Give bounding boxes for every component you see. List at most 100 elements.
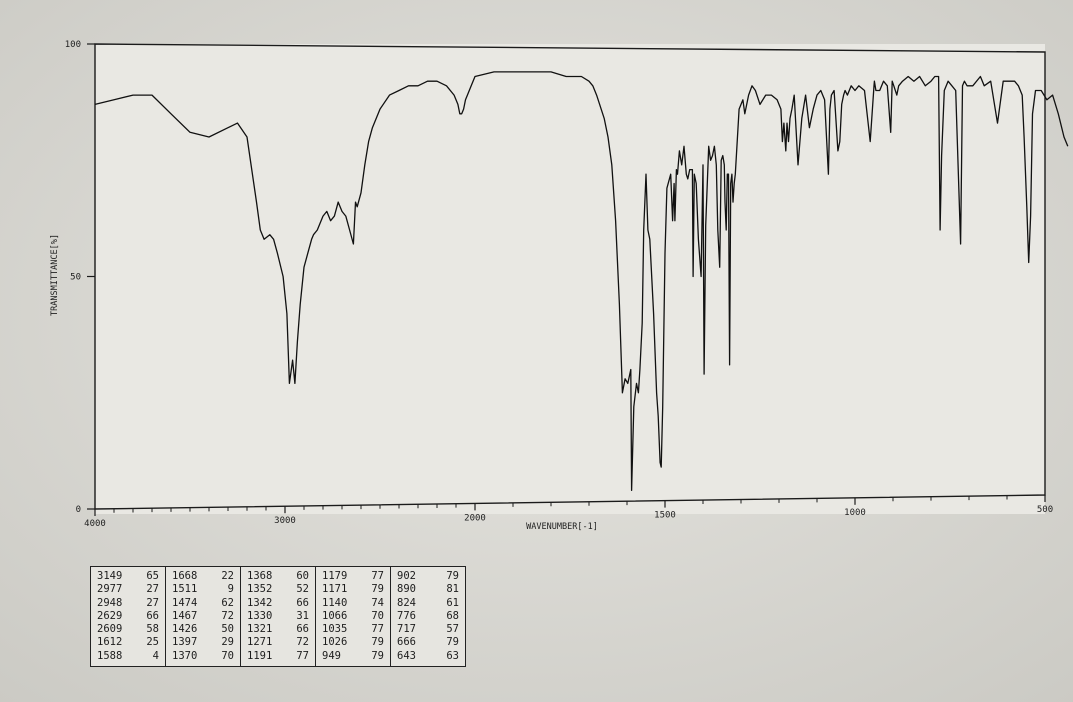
- tick-labels: 0 50 100 4000 3000 2000 1500 1000 500: [65, 40, 1053, 529]
- peak-table-row: 1352 52: [247, 583, 309, 596]
- peak-transmittance: 81: [446, 583, 459, 596]
- x-axis-label: WAVENUMBER[-1]: [526, 522, 598, 532]
- peak-transmittance: 72: [221, 609, 234, 622]
- peak-table-row: 1668 22: [172, 570, 234, 583]
- peak-wavenumber: 1352: [247, 583, 273, 596]
- peak-table-row: 890 81: [397, 583, 459, 596]
- peak-table-column: 902 79 890 81 824 61 776 68 717 57 666 79 643 63: [391, 567, 465, 666]
- peak-table-row: 1035 77: [322, 623, 384, 636]
- peak-wavenumber: 1140: [322, 596, 348, 609]
- peak-transmittance: 62: [221, 596, 234, 609]
- peak-transmittance: 58: [146, 623, 159, 636]
- peak-transmittance: 77: [296, 649, 309, 662]
- peak-wavenumber: 2977: [97, 583, 123, 596]
- peak-transmittance: 63: [446, 649, 459, 662]
- peak-transmittance: 70: [371, 609, 384, 622]
- peak-wavenumber: 643: [397, 649, 416, 662]
- peak-table-row: 1330 31: [247, 610, 309, 623]
- peak-wavenumber: 824: [397, 596, 416, 609]
- y-tick-label: 0: [76, 505, 81, 515]
- peak-wavenumber: 3149: [97, 570, 123, 582]
- peak-transmittance: 66: [146, 609, 159, 622]
- peak-table-column: 1179 77 1171 79 1140 74 1066 70 1035 77 1026 79 949 7…: [316, 567, 391, 667]
- x-tick-label: 3000: [274, 516, 296, 526]
- peak-transmittance: 77: [371, 623, 384, 636]
- peak-wavenumber: 1179: [322, 570, 348, 582]
- y-axis-label: TRANSMITTANCE[%]: [50, 234, 60, 316]
- peak-table-row: 1271 72: [247, 636, 309, 649]
- x-tick-label: 500: [1037, 505, 1053, 515]
- peak-transmittance: 66: [296, 596, 309, 609]
- peak-wavenumber: 2629: [97, 609, 123, 622]
- peak-wavenumber: 1368: [247, 570, 273, 582]
- peak-wavenumber: 1026: [322, 636, 348, 649]
- peak-table-row: 824 61: [397, 597, 459, 610]
- peak-transmittance: 79: [371, 583, 384, 596]
- x-tick-label: 4000: [84, 519, 106, 529]
- peak-table: 3149 65 2977 27 2948 27 2629 66 2609 58 1612 25 1588…: [90, 566, 466, 668]
- peak-wavenumber: 949: [322, 649, 341, 662]
- peak-transmittance: 79: [446, 636, 459, 649]
- peak-table-column: 3149 65 2977 27 2948 27 2629 66 2609 58 1612 25 1588…: [91, 567, 166, 667]
- peak-table-row: 1066 70: [322, 610, 384, 623]
- peak-table-row: 1368 60: [247, 570, 309, 583]
- peak-wavenumber: 1612: [97, 636, 123, 649]
- peak-wavenumber: 666: [397, 636, 416, 649]
- spectrum-line: [94, 71, 1069, 492]
- peak-table-row: 1511 9: [172, 583, 234, 596]
- y-tick-label: 100: [65, 40, 81, 50]
- peak-transmittance: 27: [146, 596, 159, 609]
- x-tick-label: 1000: [844, 508, 866, 518]
- peak-table-row: 1321 66: [247, 623, 309, 636]
- peak-wavenumber: 1035: [322, 623, 348, 636]
- peak-wavenumber: 1426: [172, 623, 198, 636]
- peak-table-row: 776 68: [397, 610, 459, 623]
- peak-wavenumber: 717: [397, 623, 416, 636]
- peak-transmittance: 57: [446, 623, 459, 636]
- peak-table-row: 1426 50: [172, 623, 234, 636]
- peak-table-row: 2948 27: [97, 597, 159, 610]
- peak-table-row: 1474 62: [172, 597, 234, 610]
- peak-wavenumber: 1588: [97, 649, 123, 662]
- peak-table-column: 1668 22 1511 9 1474 62 1467 72 1426 50 1397 29 1370 7…: [166, 567, 241, 667]
- peak-transmittance: 52: [296, 583, 309, 596]
- spectrum-series: [94, 71, 1069, 492]
- axes: [87, 43, 1046, 516]
- peak-table-row: 643 63: [397, 650, 459, 663]
- peak-transmittance: 22: [221, 570, 234, 582]
- peak-transmittance: 79: [371, 636, 384, 649]
- plot-area: [95, 44, 1045, 514]
- peak-table-column: 1368 60 1352 52 1342 66 1330 31 1321 66 1271 72 1191…: [241, 567, 316, 667]
- peak-table-row: 1342 66: [247, 597, 309, 610]
- peak-table-row: 717 57: [397, 623, 459, 636]
- peak-table-row: 2977 27: [97, 583, 159, 596]
- peak-transmittance: 31: [296, 609, 309, 622]
- peak-transmittance: 50: [221, 623, 234, 636]
- peak-wavenumber: 2948: [97, 596, 123, 609]
- peak-transmittance: 27: [146, 583, 159, 596]
- peak-wavenumber: 1370: [172, 649, 198, 662]
- peak-table-row: 1370 70: [172, 650, 234, 663]
- peak-wavenumber: 1191: [247, 649, 273, 662]
- peak-wavenumber: 1474: [172, 596, 198, 609]
- peak-table-row: 1171 79: [322, 583, 384, 596]
- peak-transmittance: 70: [221, 649, 234, 662]
- peak-table-row: 1191 77: [247, 650, 309, 663]
- peak-transmittance: 61: [446, 596, 459, 609]
- peak-transmittance: 25: [146, 636, 159, 649]
- peak-wavenumber: 1342: [247, 596, 273, 609]
- peak-table-row: 949 79: [322, 650, 384, 663]
- peak-wavenumber: 1330: [247, 609, 273, 622]
- peak-table-row: 666 79: [397, 636, 459, 649]
- peak-table-row: 1026 79: [322, 636, 384, 649]
- peak-transmittance: 68: [446, 609, 459, 622]
- peak-transmittance: 72: [296, 636, 309, 649]
- peak-table-row: 3149 65: [97, 570, 159, 583]
- x-tick-label: 2000: [464, 513, 486, 523]
- peak-wavenumber: 1397: [172, 636, 198, 649]
- peak-table-row: 1588 4: [97, 650, 159, 663]
- peak-transmittance: 60: [296, 570, 309, 582]
- peak-wavenumber: 890: [397, 583, 416, 596]
- peak-wavenumber: 1467: [172, 609, 198, 622]
- peak-wavenumber: 1511: [172, 583, 198, 596]
